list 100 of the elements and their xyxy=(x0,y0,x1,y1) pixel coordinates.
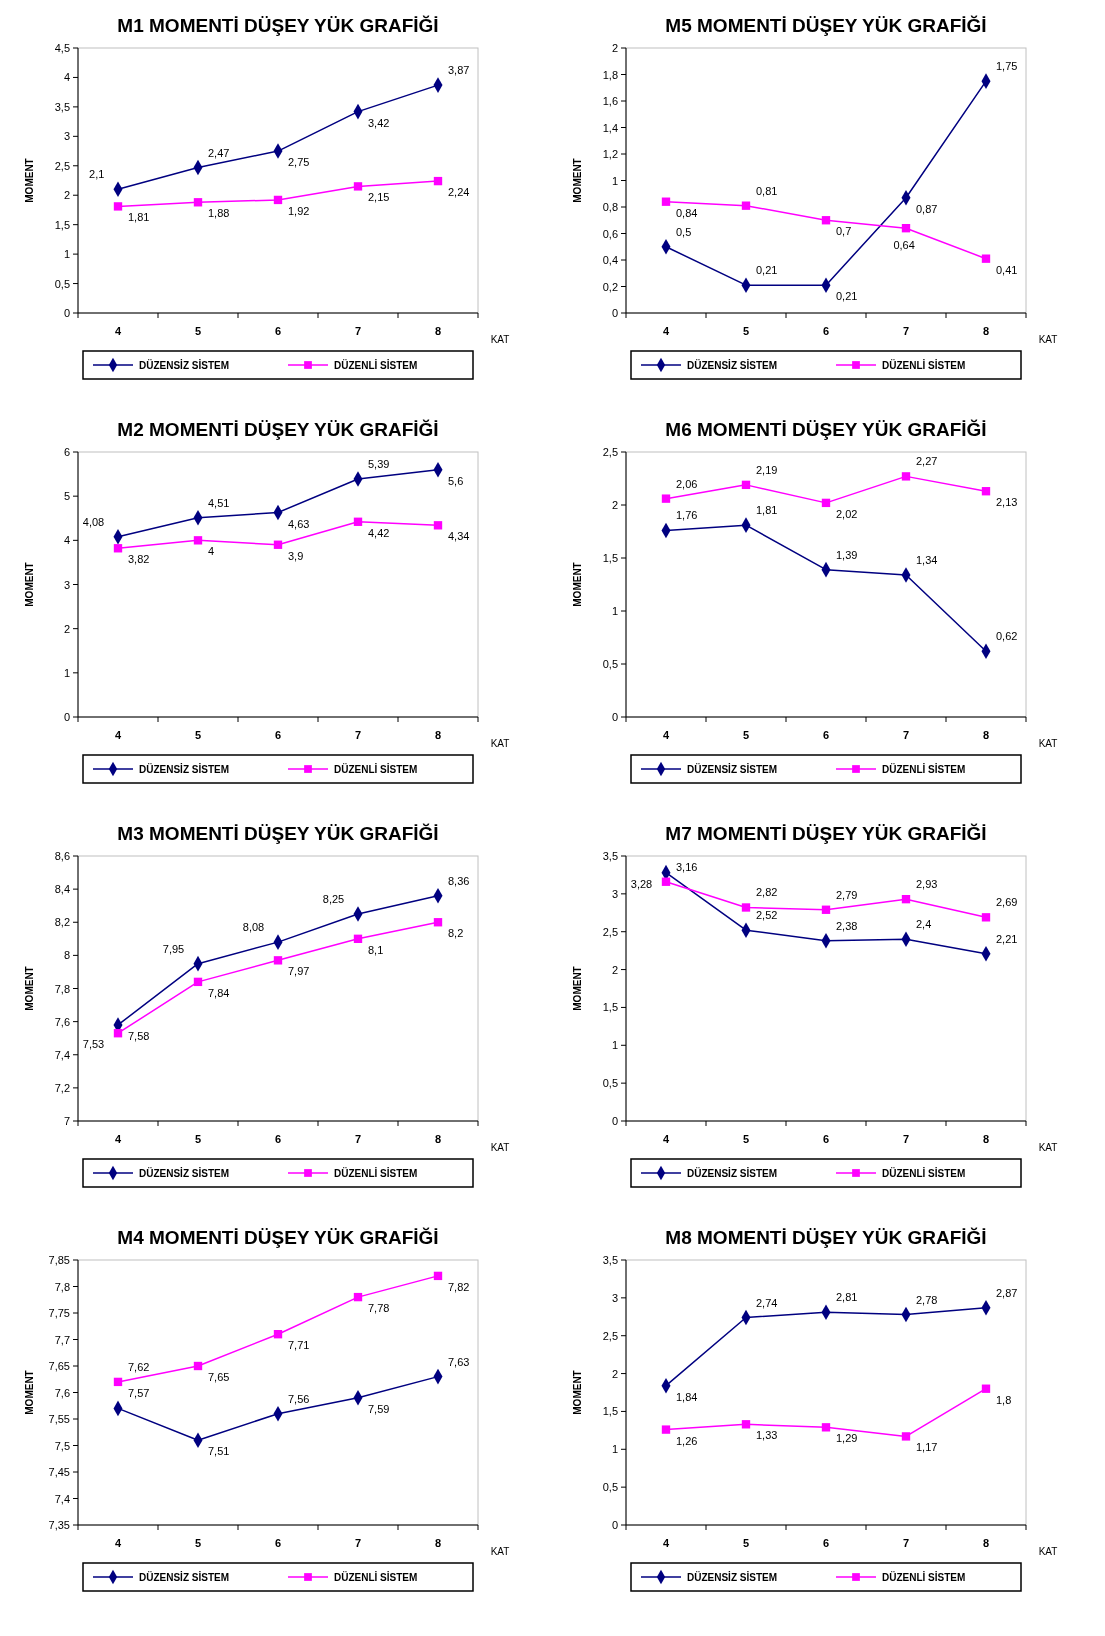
data-label: 2,4 xyxy=(916,918,932,931)
point xyxy=(981,913,991,922)
y-tick-label: 2 xyxy=(611,499,618,511)
y-tick-label: 2,5 xyxy=(602,925,618,938)
x-tick-label: 5 xyxy=(194,325,202,337)
y-axis-title: MOMENT xyxy=(24,966,35,1011)
data-label: 3,87 xyxy=(448,64,470,77)
x-tick-label: 5 xyxy=(742,325,750,337)
data-label: 2,27 xyxy=(916,455,938,468)
data-label: 8,25 xyxy=(322,892,345,905)
data-label: 2,13 xyxy=(996,496,1018,509)
y-tick-label: 0 xyxy=(611,711,618,723)
point xyxy=(661,877,671,886)
data-label: 2,15 xyxy=(368,191,390,204)
y-tick-label: 2 xyxy=(63,622,70,635)
legend-label: DÜZENSİZ SİSTEM xyxy=(139,1167,230,1179)
point xyxy=(273,956,283,965)
point xyxy=(273,1330,283,1339)
y-tick-label: 2 xyxy=(611,42,618,54)
data-label: 8,2 xyxy=(448,927,464,940)
x-tick-label: 8 xyxy=(982,729,990,741)
legend-label: DÜZENLİ SİSTEM xyxy=(882,359,966,371)
data-label: 3,9 xyxy=(288,549,304,562)
y-tick-label: 7,45 xyxy=(48,1466,70,1478)
data-label: 7,58 xyxy=(128,1029,150,1042)
point xyxy=(901,1432,911,1441)
data-label: 4,63 xyxy=(288,517,310,530)
point xyxy=(661,494,671,503)
y-tick-label: 3 xyxy=(611,887,618,900)
y-tick-label: 1 xyxy=(611,1039,618,1052)
data-label: 2,19 xyxy=(756,463,778,476)
point xyxy=(193,1361,203,1371)
y-tick-label: 3,5 xyxy=(54,100,70,113)
data-label: 1,26 xyxy=(676,1434,698,1447)
y-tick-label: 1,8 xyxy=(602,68,618,81)
y-tick-label: 1,4 xyxy=(602,121,618,134)
data-label: 3,28 xyxy=(630,877,653,890)
y-tick-label: 7,35 xyxy=(48,1519,70,1531)
point xyxy=(821,905,831,914)
data-label: 0,41 xyxy=(996,263,1018,276)
data-label: 0,21 xyxy=(756,264,778,277)
y-tick-label: 7 xyxy=(63,1115,70,1127)
point xyxy=(353,934,363,943)
y-tick-label: 3,5 xyxy=(602,850,618,862)
x-tick-label: 8 xyxy=(434,729,442,741)
data-label: 2,74 xyxy=(756,1296,778,1309)
y-tick-label: 7,6 xyxy=(54,1015,70,1028)
x-tick-label: 4 xyxy=(114,729,122,741)
point xyxy=(353,182,363,191)
data-label: 1,88 xyxy=(208,207,230,220)
point xyxy=(433,1271,443,1281)
y-tick-label: 7,2 xyxy=(54,1081,70,1094)
legend-label: DÜZENLİ SİSTEM xyxy=(334,763,418,775)
y-tick-label: 3 xyxy=(611,1291,618,1304)
y-tick-label: 0 xyxy=(63,711,70,723)
x-axis-title: KAT xyxy=(1038,334,1058,345)
x-tick-label: 7 xyxy=(902,325,910,337)
y-tick-label: 8 xyxy=(63,949,70,962)
y-tick-label: 1,5 xyxy=(602,1405,618,1418)
data-label: 7,62 xyxy=(128,1360,150,1373)
y-tick-label: 0 xyxy=(63,307,70,319)
data-label: 2,21 xyxy=(996,932,1018,945)
point xyxy=(821,216,831,225)
y-tick-label: 0 xyxy=(611,1115,618,1127)
y-tick-label: 5 xyxy=(63,490,70,503)
data-label: 2,69 xyxy=(996,896,1018,909)
legend-label: DÜZENLİ SİSTEM xyxy=(334,359,418,371)
point xyxy=(193,977,203,987)
data-label: 8,1 xyxy=(368,943,384,956)
x-tick-label: 6 xyxy=(822,1133,830,1145)
data-label: 0,84 xyxy=(676,206,698,219)
legend-label: DÜZENSİZ SİSTEM xyxy=(139,763,230,775)
chart-title: M5 MOMENTİ DÜŞEY YÜK GRAFİĞİ xyxy=(665,15,987,36)
x-tick-label: 7 xyxy=(354,325,362,337)
x-tick-label: 5 xyxy=(742,1537,750,1549)
data-label: 2,87 xyxy=(996,1286,1018,1299)
y-tick-label: 0 xyxy=(611,307,618,319)
data-label: 4,08 xyxy=(82,515,105,528)
point xyxy=(661,1425,671,1434)
y-tick-label: 2 xyxy=(63,189,70,202)
x-tick-label: 7 xyxy=(902,729,910,741)
y-tick-label: 8,2 xyxy=(54,916,70,929)
y-tick-label: 4,5 xyxy=(54,42,70,54)
legend-label: DÜZENLİ SİSTEM xyxy=(882,1571,966,1583)
x-tick-label: 4 xyxy=(662,325,670,337)
x-tick-label: 6 xyxy=(822,729,830,741)
data-label: 7,59 xyxy=(368,1402,390,1415)
y-tick-label: 7,55 xyxy=(48,1413,70,1425)
data-label: 7,53 xyxy=(82,1038,105,1051)
x-tick-label: 4 xyxy=(662,1537,670,1549)
data-label: 1,8 xyxy=(996,1393,1012,1406)
y-tick-label: 0,4 xyxy=(602,254,618,266)
x-tick-label: 6 xyxy=(274,1537,282,1549)
x-tick-label: 7 xyxy=(902,1537,910,1549)
data-label: 0,7 xyxy=(836,225,852,238)
point xyxy=(661,197,671,206)
data-label: 3,16 xyxy=(676,860,698,873)
data-label: 7,97 xyxy=(288,965,310,978)
point xyxy=(981,487,991,496)
chart-title: M2 MOMENTİ DÜŞEY YÜK GRAFİĞİ xyxy=(117,419,439,440)
